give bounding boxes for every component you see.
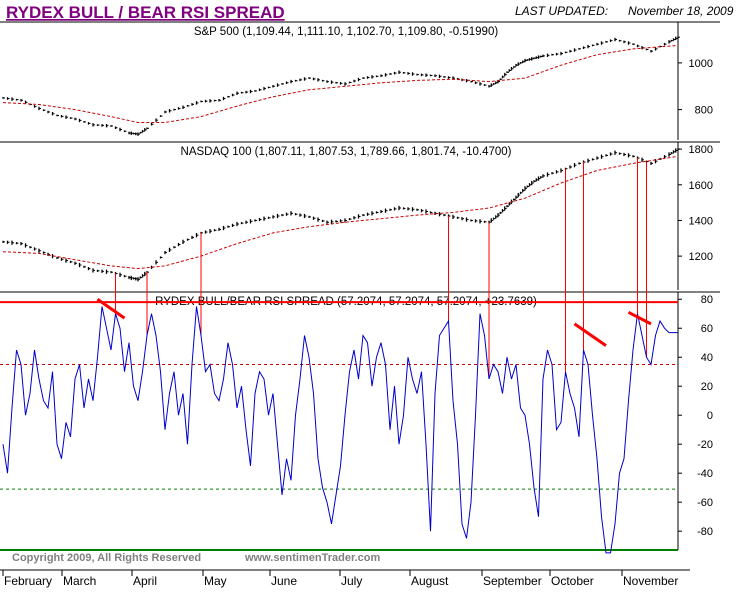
chart-plots <box>0 36 680 554</box>
x-tick-label: June <box>271 574 297 588</box>
panel-2-y-tick-label: -80 <box>697 526 713 538</box>
panel-1-moving-average <box>2 155 679 270</box>
x-tick-label: February <box>4 574 52 588</box>
x-tick-label: April <box>133 574 157 588</box>
panel-1-y-tick-label: 1400 <box>689 215 713 227</box>
panel-1-y-tick-label: 1200 <box>689 251 713 263</box>
footer-copyright: Copyright 2009, All Rights Reserved <box>12 552 201 564</box>
x-tick-label: March <box>63 574 96 588</box>
x-tick-label: September <box>483 574 542 588</box>
panel-2-y-tick-label: 0 <box>707 410 713 422</box>
x-axis: February March April May June July August Septe… <box>0 569 690 588</box>
divergence-trend-line <box>96 298 126 320</box>
divergence-trend-line <box>573 322 607 347</box>
panel-0-y-tick-label: 1000 <box>689 58 713 70</box>
x-tick-label: July <box>341 574 362 588</box>
panel-2-y-tick-label: -20 <box>697 439 713 451</box>
panel-2-y-tick-label: 40 <box>701 352 713 364</box>
panel-0-moving-average <box>2 44 679 123</box>
panel-2-y-tick-label: -60 <box>697 497 713 509</box>
x-tick-label: October <box>551 574 594 588</box>
x-tick-label: November <box>623 574 678 588</box>
spread-series-line <box>2 306 678 554</box>
chart-title: RYDEX BULL / BEAR RSI SPREAD <box>6 3 285 22</box>
panel-0-title: S&P 500 (1,109.44, 1,111.10, 1,102.70, 1… <box>194 26 499 38</box>
x-tick-label: May <box>204 574 227 588</box>
panel-2-y-tick-label: 80 <box>701 294 713 306</box>
panel-0-y-tick-label: 800 <box>695 105 713 117</box>
panel-2-y-tick-label: -40 <box>697 468 713 480</box>
footer-website: www.sentimenTrader.com <box>244 552 381 564</box>
last-updated-date: November 18, 2009 <box>628 4 734 18</box>
panel-1-title: NASDAQ 100 (1,807.11, 1,807.53, 1,789.66… <box>181 146 512 158</box>
panel-2-y-tick-label: 60 <box>701 323 713 335</box>
last-updated-label: LAST UPDATED: <box>515 4 608 18</box>
panel-1-y-tick-label: 1800 <box>689 144 713 156</box>
panel-2-y-tick-label: 20 <box>701 381 713 393</box>
x-tick-label: August <box>411 574 449 588</box>
divergence-trend-line <box>627 310 652 326</box>
panel-1-y-tick-label: 1600 <box>689 180 713 192</box>
